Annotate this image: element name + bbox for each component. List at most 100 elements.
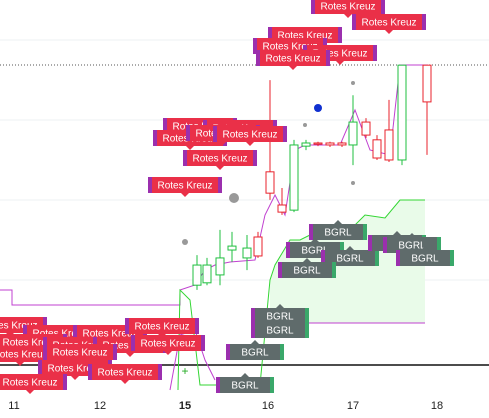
rotes-kreuz-label: Rotes Kreuz bbox=[88, 364, 162, 384]
label-box bbox=[217, 126, 283, 142]
candle-body bbox=[301, 142, 311, 147]
label-box bbox=[47, 344, 113, 360]
label-text: Rotes Kreuz bbox=[102, 341, 157, 352]
label-pointer bbox=[121, 380, 129, 384]
label-pointer bbox=[289, 66, 297, 70]
label-text: Rotes Kreuz bbox=[222, 130, 277, 141]
label-box bbox=[220, 377, 270, 393]
label-text: BGRL bbox=[241, 348, 269, 359]
rotes-kreuz-label: Rotes Kreuz bbox=[213, 126, 287, 146]
label-edge bbox=[330, 262, 336, 278]
bgrl-label: BGRL bbox=[309, 220, 367, 240]
label-text: Rotes Kreuz bbox=[2, 378, 57, 389]
label-pointer bbox=[16, 362, 24, 366]
label-text: Rotes Kreuz bbox=[97, 368, 152, 379]
label-pointer bbox=[241, 373, 249, 377]
label-text: BGRL bbox=[266, 326, 294, 337]
label-edge bbox=[303, 322, 309, 338]
x-tick-label: 11 bbox=[8, 400, 19, 412]
rotes-kreuz-label: Rotes Kreuz bbox=[0, 374, 67, 394]
label-box bbox=[313, 224, 363, 240]
label-box bbox=[135, 335, 201, 351]
label-text: Rotes Kreuz bbox=[47, 364, 102, 375]
label-pointer bbox=[181, 193, 189, 197]
label-text: BGRL bbox=[411, 254, 439, 265]
label-text: Rotes Kreuz bbox=[320, 2, 375, 13]
label-pointer bbox=[246, 142, 254, 146]
x-tick-label: 15 bbox=[179, 400, 191, 412]
label-pointer bbox=[311, 238, 319, 242]
rotes-kreuz-label: Rotes Kreuz bbox=[183, 150, 257, 170]
label-text: Rotes Kreuz bbox=[52, 348, 107, 359]
x-tick-label: 17 bbox=[347, 400, 359, 412]
rotes-kreuz-label: Rotes Kreuz bbox=[148, 177, 222, 197]
candle-body bbox=[277, 204, 287, 213]
candle-body bbox=[337, 142, 347, 146]
bgrl-label: BGRL bbox=[251, 318, 309, 338]
label-box bbox=[325, 250, 375, 266]
label-pointer bbox=[385, 30, 393, 34]
label-pointer bbox=[26, 390, 34, 394]
x-tick-label: 16 bbox=[262, 400, 274, 412]
label-pointer bbox=[71, 376, 79, 380]
label-text: Rotes Kreuz bbox=[0, 321, 38, 332]
label-text: BGRL bbox=[266, 312, 294, 323]
candle-body bbox=[215, 257, 225, 276]
label-text: Rotes Kreuz bbox=[361, 18, 416, 29]
candle-body bbox=[202, 264, 212, 284]
label-text: Rotes Kreuz bbox=[277, 31, 332, 42]
label-pointer bbox=[334, 220, 342, 224]
bgrl-label: BGRL bbox=[251, 304, 309, 324]
bgrl-label: BGRL bbox=[216, 373, 274, 393]
label-pointer bbox=[303, 258, 311, 262]
label-text: Rotes Kreuz bbox=[0, 350, 48, 361]
label-pointer bbox=[186, 146, 194, 150]
label-text: Rotes Kreuz bbox=[82, 329, 137, 340]
label-text: Rotes Kreuz bbox=[192, 154, 247, 165]
label-text: BGRL bbox=[301, 246, 329, 257]
label-text: BGRL bbox=[324, 228, 352, 239]
label-edge bbox=[448, 250, 454, 266]
candle-body bbox=[372, 139, 382, 159]
label-pointer bbox=[344, 14, 352, 18]
bgrl-label: BGRL bbox=[321, 246, 379, 266]
label-edge bbox=[268, 377, 274, 393]
svg-text:+: + bbox=[181, 364, 188, 378]
label-box bbox=[230, 344, 280, 360]
label-text: Rotes Kreuz bbox=[140, 339, 195, 350]
label-text: Rotes Kreuz bbox=[157, 181, 212, 192]
bgrl-label: BGRL bbox=[396, 246, 454, 266]
label-text: BGRL bbox=[293, 266, 321, 277]
axis-bg bbox=[0, 395, 489, 418]
rotes-kreuz-label: Rotes Kreuz bbox=[311, 0, 385, 18]
label-edge bbox=[435, 237, 441, 253]
label-text: BGRL bbox=[336, 254, 364, 265]
label-pointer bbox=[421, 246, 429, 250]
rotes-kreuz-label: Rotes Kreuz bbox=[125, 318, 199, 338]
x-tick-label: 12 bbox=[94, 400, 106, 412]
label-box bbox=[255, 308, 305, 324]
label-pointer bbox=[126, 353, 134, 357]
label-box bbox=[255, 322, 305, 338]
label-pointer bbox=[251, 340, 259, 344]
label-text: Rotes Kreuz bbox=[134, 322, 189, 333]
label-text: BGRL bbox=[398, 241, 426, 252]
label-pointer bbox=[393, 231, 401, 235]
label-edge bbox=[303, 308, 309, 324]
label-box bbox=[0, 374, 63, 390]
candle-body bbox=[265, 171, 275, 194]
label-box bbox=[315, 0, 381, 14]
candle-body bbox=[348, 121, 358, 146]
bgrl-label: BGRL bbox=[278, 258, 336, 278]
label-edge bbox=[278, 344, 284, 360]
x-tick-label: 18 bbox=[431, 400, 443, 412]
label-text: Rotes Kreuz bbox=[2, 338, 57, 349]
label-text: Rotes Kreuz bbox=[265, 54, 320, 65]
label-pointer bbox=[336, 61, 344, 65]
candle-body bbox=[397, 64, 407, 161]
label-box bbox=[0, 346, 53, 362]
label-pointer bbox=[346, 246, 354, 250]
label-pointer bbox=[276, 304, 284, 308]
rotes-kreuz-label: Rotes Kreuz bbox=[43, 344, 117, 364]
candle-body bbox=[253, 236, 263, 257]
